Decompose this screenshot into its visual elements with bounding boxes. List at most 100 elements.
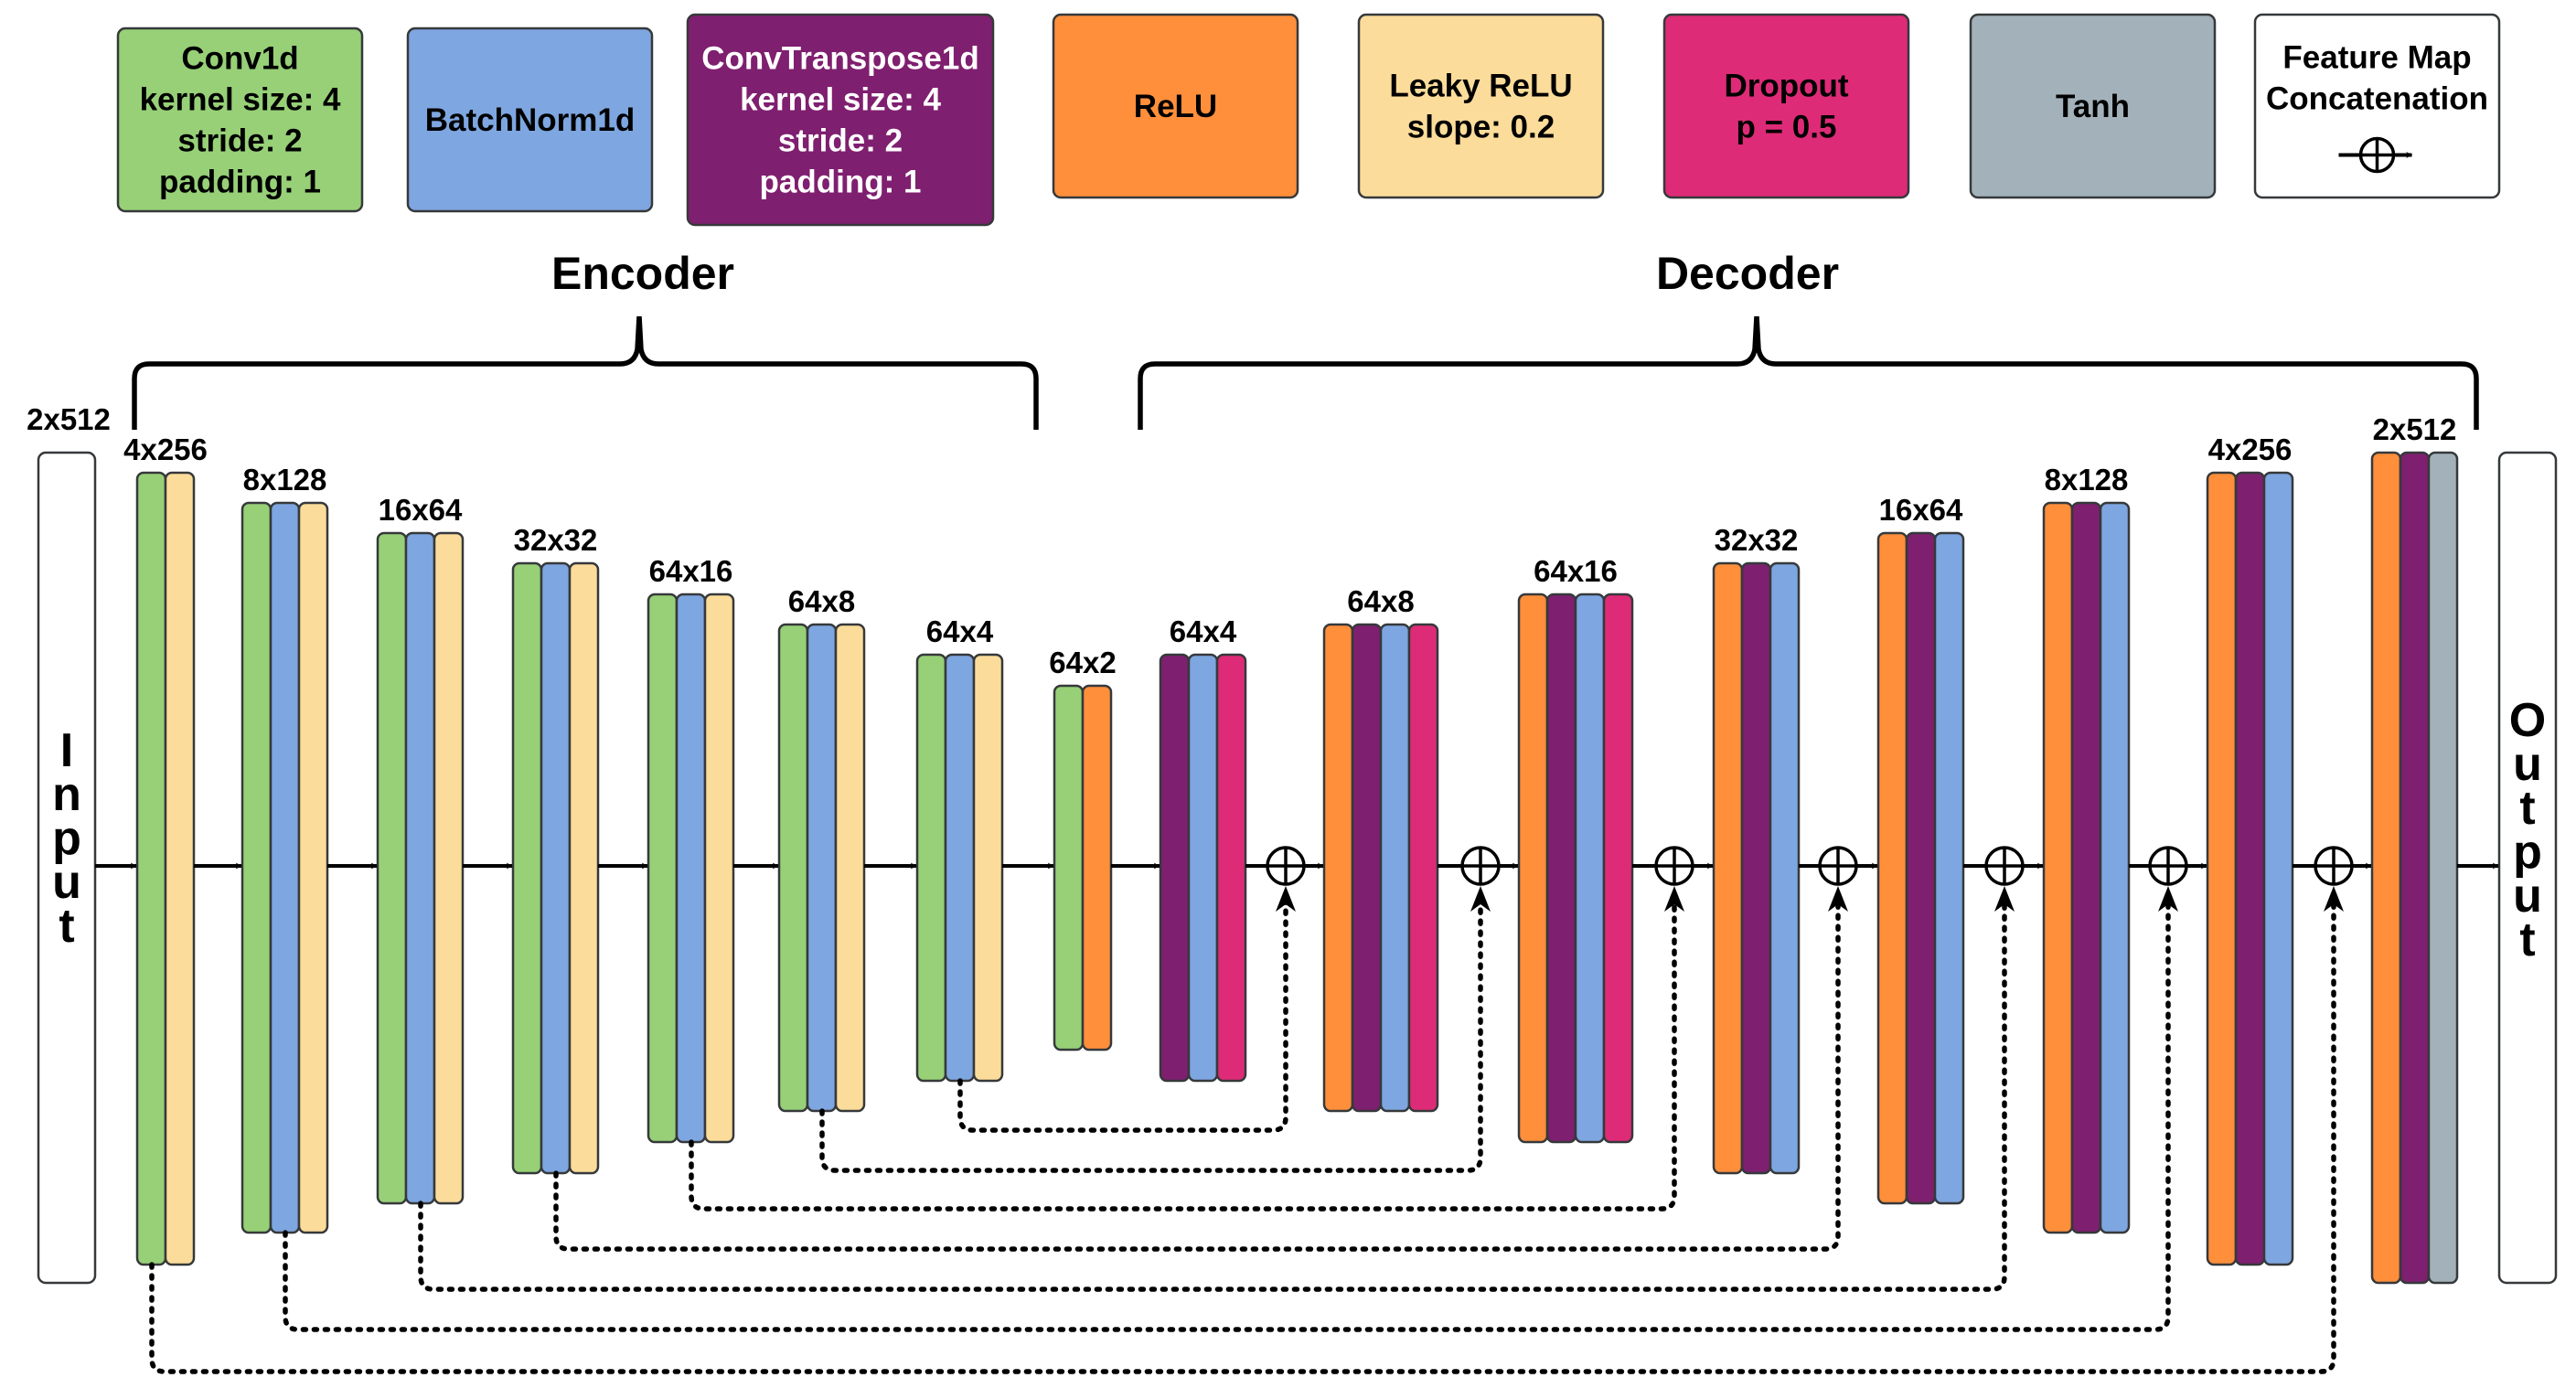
layer-bn (806, 623, 838, 1113)
block-32x32: 32x32 (511, 523, 600, 1175)
legend-text: Feature Map (2282, 40, 2471, 76)
layer-lrelu (568, 561, 600, 1175)
layer-dropout (1215, 653, 1247, 1083)
block-dim-label: 8x128 (243, 463, 327, 497)
layer-relu (1517, 593, 1549, 1144)
block-dim-label: 32x32 (514, 523, 598, 557)
block-64x2: 64x2 (1049, 646, 1117, 1052)
layer-relu (2206, 471, 2238, 1266)
block-4x256: 4x256 (123, 433, 208, 1266)
layer-bn (1187, 653, 1219, 1083)
layer-relu (1712, 561, 1744, 1175)
legend-text: stride: 2 (177, 123, 302, 159)
layer-relu (1081, 684, 1113, 1052)
data-flow: Input2x512Output4x2568x12816x6432x3264x1… (27, 402, 2558, 1374)
layer-conv (135, 471, 167, 1266)
concat-node (2314, 846, 2354, 886)
block-dim-label: 2x512 (2373, 412, 2457, 446)
legend-swatch-bn (406, 27, 654, 213)
layer-bn (1379, 623, 1411, 1113)
legend-item-lrelu: Leaky ReLU slope: 0.2 (1357, 13, 1605, 199)
input-letter: p (52, 812, 81, 865)
skip-connection-64x16 (689, 892, 1677, 1212)
block-8x128: 8x128 (240, 463, 329, 1234)
skip-arrowhead (1276, 886, 1296, 912)
legend-swatch-tanh (1969, 13, 2217, 199)
legend-text: Tanh (2056, 89, 2130, 124)
layer-bn (404, 531, 436, 1205)
block-4x256: 4x256 (2206, 433, 2294, 1266)
legend-text: stride: 2 (778, 123, 903, 159)
block-8x128: 8x128 (2042, 463, 2131, 1234)
concat-icon (2338, 136, 2413, 174)
skip-arrowhead (1994, 886, 2015, 912)
layer-relu (1876, 531, 1908, 1205)
input-letter: I (60, 724, 73, 777)
layer-dropout (1602, 593, 1634, 1144)
legend-text: Dropout (1724, 69, 1848, 104)
layer-conv (647, 593, 679, 1144)
block-dim-label: 64x8 (1347, 584, 1414, 618)
encoder-decoder-braces: Encoder Decoder (132, 248, 2479, 430)
layer-convt (1905, 531, 1937, 1205)
skip-arrowhead (2158, 886, 2178, 912)
skip-connection-16x64 (418, 892, 2007, 1292)
legend-item-bn: BatchNorm1d (406, 27, 654, 213)
skip-connection-8x128 (283, 892, 2171, 1332)
layer-bn (1933, 531, 1965, 1205)
legend-swatch-io (2253, 13, 2501, 199)
block-16x64: 16x64 (376, 493, 465, 1205)
layer-bn (944, 653, 976, 1083)
layer-conv (240, 501, 273, 1234)
legend-item-io: Feature Map Concatenation (2253, 13, 2501, 199)
layer-bn (1769, 561, 1801, 1175)
legend-text: BatchNorm1d (425, 102, 635, 138)
layer-bn (1574, 593, 1606, 1144)
skip-arrowhead (1470, 886, 1491, 912)
output-letter: t (2519, 782, 2535, 835)
legend-swatch-dropout (1662, 13, 1910, 199)
layer-convt (2399, 451, 2431, 1285)
layer-bn (540, 561, 572, 1175)
block-dim-label: 64x4 (1170, 614, 1237, 648)
concat-node (1818, 846, 1858, 886)
layer-relu (2370, 451, 2402, 1285)
block-dim-label: 64x4 (926, 614, 994, 648)
layer-dropout (1407, 623, 1439, 1113)
concat-node (1460, 846, 1501, 886)
legend-item-dropout: Dropout p = 0.5 (1662, 13, 1910, 199)
legend-text: Leaky ReLU (1389, 69, 1572, 104)
legend-text: ReLU (1134, 89, 1217, 124)
skip-connection-64x8 (819, 892, 1483, 1173)
block-dim-label: 64x16 (1534, 554, 1618, 588)
layer-bn (2099, 501, 2131, 1234)
legend-swatch-relu (1052, 13, 1299, 199)
legend-text: padding: 1 (760, 165, 922, 200)
block-dim-label: 64x8 (788, 584, 855, 618)
layer-lrelu (972, 653, 1004, 1083)
block-16x64: 16x64 (1876, 493, 1965, 1205)
layer-bn (2262, 471, 2294, 1266)
layer-conv (777, 623, 809, 1113)
encoder-label: Encoder (551, 248, 734, 299)
legend-text: kernel size: 4 (740, 82, 941, 118)
block-dim-label: 16x64 (379, 493, 463, 527)
concat-node (1266, 846, 1306, 886)
block-dim-label: 4x256 (2208, 433, 2293, 466)
layer-convt (1351, 623, 1383, 1113)
layer-convt (1740, 561, 1772, 1175)
legend-text: padding: 1 (159, 165, 321, 200)
output-frame (2497, 451, 2558, 1285)
block-64x16: 64x16 (647, 554, 735, 1144)
layer-bn (675, 593, 707, 1144)
skip-connection-32x32 (553, 892, 1841, 1252)
output-letter: p (2513, 826, 2542, 879)
layer-convt (1159, 653, 1191, 1083)
layer-lrelu (703, 593, 735, 1144)
encoder-brace (132, 315, 1039, 430)
concat-node (1984, 846, 2025, 886)
skip-connection-64x4 (957, 892, 1288, 1133)
legend-text: p = 0.5 (1737, 110, 1837, 145)
